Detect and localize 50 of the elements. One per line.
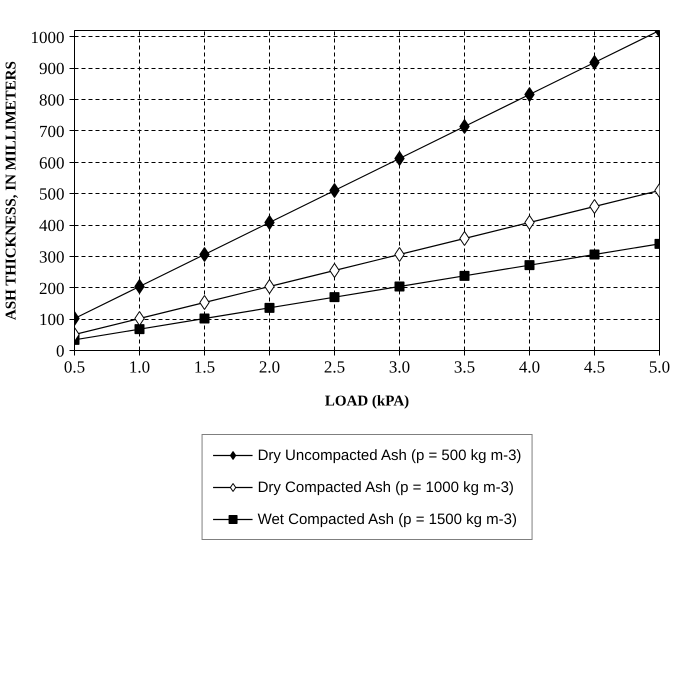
point <box>459 231 470 246</box>
point <box>330 292 340 302</box>
legend-label: Wet Compacted Ash (p = 1500 kg m-3) <box>258 510 517 528</box>
y-tick-label: 900 <box>39 59 64 78</box>
x-tick-label: 0.5 <box>64 358 86 376</box>
point <box>459 119 470 134</box>
point <box>589 199 600 214</box>
point <box>394 247 405 262</box>
y-tick-label: 400 <box>39 216 64 236</box>
x-tick-label: 3.5 <box>454 358 476 376</box>
point <box>134 324 144 334</box>
x-axis-title: LOAD (kPA) <box>324 394 410 410</box>
point <box>589 55 600 70</box>
y-tick-label: 200 <box>39 278 64 298</box>
x-tick-label: 1.0 <box>128 358 150 376</box>
point <box>199 295 210 310</box>
point <box>524 87 535 102</box>
y-axis-title: ASH THICKNESS, IN MILLIMETERS <box>4 61 20 320</box>
point <box>264 215 275 230</box>
x-tick-label: 5.0 <box>648 358 670 376</box>
point <box>199 247 210 262</box>
point <box>329 183 340 198</box>
x-tick-label: 2.0 <box>258 358 280 376</box>
x-tick-label: 3.0 <box>388 358 410 376</box>
point <box>134 279 145 294</box>
point <box>590 250 600 260</box>
y-tick-label: 100 <box>39 310 64 330</box>
x-tick-label: 4.0 <box>518 358 540 376</box>
point <box>329 263 340 278</box>
point <box>394 282 404 292</box>
y-tick-label: 0 <box>56 342 64 360</box>
legend-label: Dry Compacted Ash (p = 1000 kg m-3) <box>258 478 514 496</box>
point <box>460 270 470 281</box>
y-tick-label: 1000 <box>30 28 64 47</box>
legend-label: Dry Uncompacted Ash (p = 500 kg m-3) <box>258 446 522 464</box>
point <box>264 302 274 313</box>
y-tick-label: 300 <box>39 247 64 266</box>
y-tick-label: 500 <box>39 184 64 204</box>
point <box>134 311 145 326</box>
x-tick-label: 4.5 <box>584 358 606 376</box>
y-tick-label: 800 <box>39 90 64 110</box>
x-tick-label: 2.5 <box>324 358 346 376</box>
point <box>200 314 210 324</box>
y-tick-label: 600 <box>39 153 64 172</box>
point <box>264 279 275 294</box>
point <box>524 260 534 270</box>
point <box>394 151 405 166</box>
x-tick-label: 1.5 <box>194 358 216 376</box>
point <box>524 215 535 230</box>
y-tick-label: 700 <box>39 122 64 141</box>
